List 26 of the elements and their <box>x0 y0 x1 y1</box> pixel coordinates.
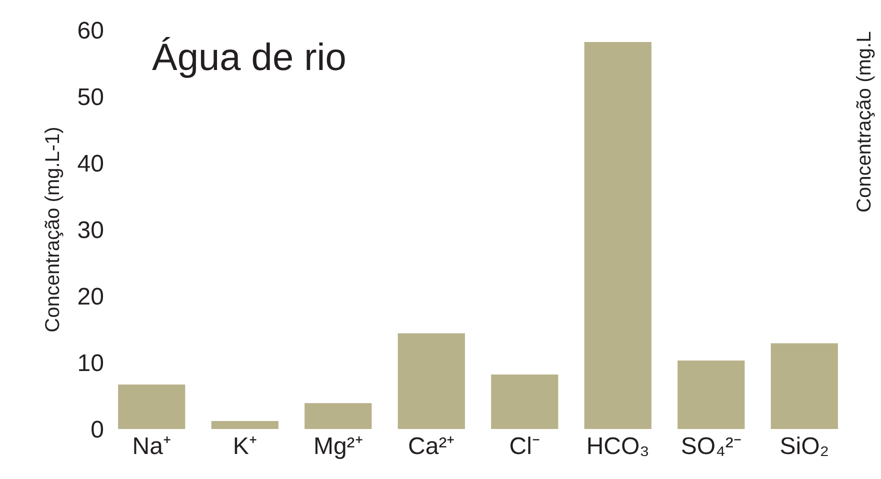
y-axis-title: Concentração (mg.L-1) <box>42 126 64 332</box>
x-tick-label: HCO₃ <box>586 433 650 460</box>
x-tick-label: K⁺ <box>232 433 257 460</box>
y-tick-label: 30 <box>77 216 104 244</box>
bar <box>211 421 278 429</box>
x-tick-label: Ca²⁺ <box>408 433 455 460</box>
y-tick-label: 40 <box>77 150 104 178</box>
y-tick-label: 60 <box>77 17 104 44</box>
x-tick-label: SO₄²⁻ <box>680 433 742 460</box>
chart-title: Água de rio <box>152 37 346 79</box>
bar <box>770 343 838 429</box>
text: Concentração (mg.L <box>854 31 876 212</box>
bar <box>304 403 372 429</box>
bar <box>398 333 465 429</box>
bar <box>584 42 652 429</box>
x-tick-label: Na⁺ <box>132 433 171 460</box>
bar <box>678 360 745 429</box>
bar <box>491 374 558 429</box>
y-tick-label: 10 <box>77 350 104 377</box>
x-tick-label: SiO₂ <box>780 433 830 460</box>
y-tick-label: 0 <box>90 416 104 444</box>
y-tick-label: 50 <box>77 84 104 111</box>
x-tick-label: Cl⁻ <box>509 433 540 460</box>
y-tick-label: 20 <box>77 283 104 310</box>
bar <box>118 384 186 429</box>
x-tick-label: Mg²⁺ <box>313 433 363 460</box>
